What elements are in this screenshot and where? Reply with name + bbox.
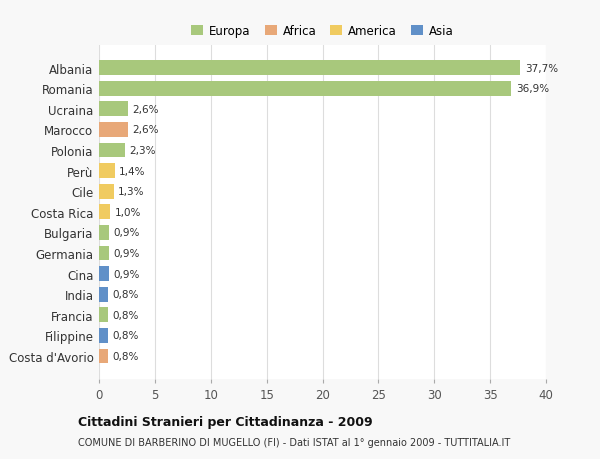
Text: 2,3%: 2,3% — [129, 146, 155, 156]
Bar — [99, 61, 520, 76]
Bar — [99, 164, 115, 179]
Text: 0,9%: 0,9% — [113, 228, 140, 238]
Text: 0,8%: 0,8% — [112, 290, 139, 299]
Bar — [99, 328, 108, 343]
Text: 0,9%: 0,9% — [113, 269, 140, 279]
Bar — [99, 82, 511, 96]
Text: 0,9%: 0,9% — [113, 248, 140, 258]
Text: COMUNE DI BARBERINO DI MUGELLO (FI) - Dati ISTAT al 1° gennaio 2009 - TUTTITALIA: COMUNE DI BARBERINO DI MUGELLO (FI) - Da… — [78, 437, 510, 447]
Bar — [99, 225, 109, 240]
Bar — [99, 349, 108, 364]
Bar — [99, 205, 110, 220]
Text: 37,7%: 37,7% — [525, 63, 558, 73]
Text: 1,4%: 1,4% — [119, 166, 146, 176]
Bar — [99, 246, 109, 261]
Legend: Europa, Africa, America, Asia: Europa, Africa, America, Asia — [191, 25, 454, 38]
Text: 2,6%: 2,6% — [133, 105, 159, 114]
Text: 0,8%: 0,8% — [112, 330, 139, 341]
Text: Cittadini Stranieri per Cittadinanza - 2009: Cittadini Stranieri per Cittadinanza - 2… — [78, 415, 373, 428]
Text: 36,9%: 36,9% — [516, 84, 549, 94]
Text: 0,8%: 0,8% — [112, 351, 139, 361]
Text: 1,0%: 1,0% — [115, 207, 141, 217]
Bar — [99, 143, 125, 158]
Bar — [99, 185, 113, 199]
Text: 2,6%: 2,6% — [133, 125, 159, 135]
Bar — [99, 123, 128, 138]
Text: 1,3%: 1,3% — [118, 187, 145, 197]
Bar — [99, 102, 128, 117]
Text: 0,8%: 0,8% — [112, 310, 139, 320]
Bar — [99, 287, 108, 302]
Bar — [99, 267, 109, 281]
Bar — [99, 308, 108, 322]
